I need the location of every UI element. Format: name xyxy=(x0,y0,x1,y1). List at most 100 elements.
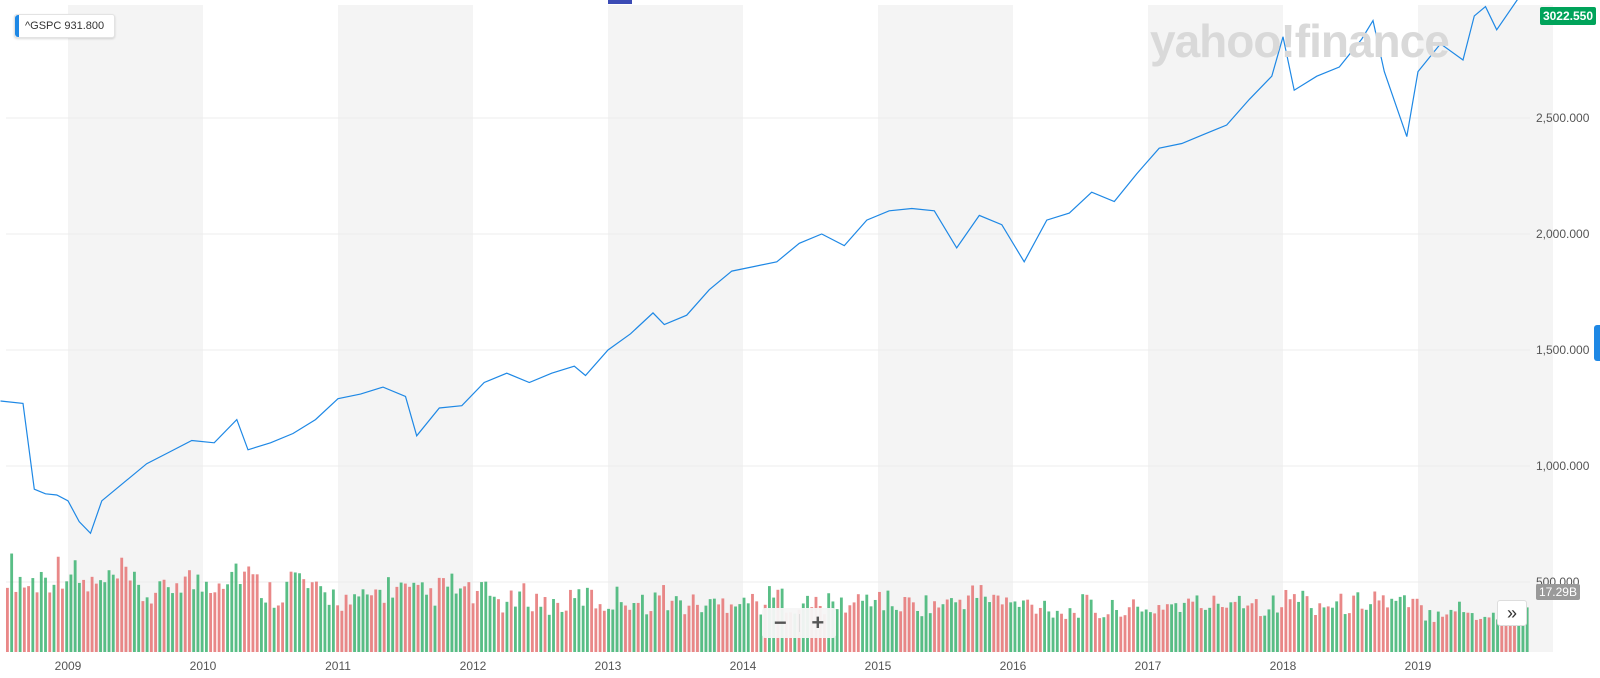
volume-bar xyxy=(899,611,903,652)
volume-bar xyxy=(1352,595,1356,652)
volume-bar xyxy=(18,576,22,652)
volume-bar xyxy=(996,595,1000,652)
volume-bar xyxy=(1525,607,1529,652)
volume-bar xyxy=(700,612,704,652)
volume-bar xyxy=(882,610,886,652)
volume-bar xyxy=(911,602,915,652)
x-tick-label: 2016 xyxy=(1000,659,1027,673)
x-tick-label: 2009 xyxy=(55,659,82,673)
volume-bar xyxy=(539,606,543,652)
volume-bar xyxy=(852,602,856,652)
series-legend-label: ^GSPC 931.800 xyxy=(25,20,105,32)
volume-bar xyxy=(488,595,492,652)
volume-bar xyxy=(1419,605,1423,652)
volume-bar xyxy=(1081,594,1085,652)
volume-bar xyxy=(865,594,869,652)
volume-bar xyxy=(1496,619,1499,652)
volume-bar xyxy=(1132,599,1135,652)
volume-bar xyxy=(1398,596,1402,652)
volume-bar xyxy=(1098,618,1102,652)
volume-bar xyxy=(158,581,162,652)
volume-bar xyxy=(1233,601,1237,652)
volume-bar xyxy=(213,592,217,652)
series-legend[interactable]: ^GSPC 931.800 xyxy=(14,14,116,38)
zoom-in-button[interactable]: + xyxy=(811,610,825,635)
volume-bar xyxy=(1174,603,1178,652)
volume-bar xyxy=(920,616,924,652)
volume-bar xyxy=(475,590,479,652)
volume-bar xyxy=(378,589,382,652)
x-tick-label: 2017 xyxy=(1135,659,1162,673)
volume-bar xyxy=(1204,609,1207,652)
volume-bar xyxy=(861,600,864,652)
volume-bar xyxy=(361,589,365,652)
volume-bar xyxy=(645,614,649,652)
zoom-controls: − + xyxy=(762,608,836,638)
volume-bar xyxy=(1377,600,1381,652)
volume-bar xyxy=(69,574,73,652)
volume-bar xyxy=(691,594,695,652)
volume-bar xyxy=(1271,595,1275,652)
volume-bar xyxy=(281,602,284,652)
year-band xyxy=(878,5,1013,652)
volume-bar xyxy=(679,600,682,652)
volume-bar xyxy=(141,601,145,652)
volume-bar xyxy=(255,574,259,652)
volume-bar xyxy=(1225,607,1229,652)
volume-bar xyxy=(10,553,14,652)
volume-bar xyxy=(1089,599,1093,652)
volume-bar xyxy=(1119,616,1123,652)
volume-bar xyxy=(1449,609,1453,652)
volume-bar xyxy=(340,610,344,652)
volume-bar xyxy=(1462,612,1466,652)
volume-bar xyxy=(183,576,187,652)
volume-bar xyxy=(86,591,90,652)
volume-bar xyxy=(39,571,43,652)
volume-bar xyxy=(581,605,585,652)
volume-bar xyxy=(585,587,589,652)
volume-bar xyxy=(298,573,301,652)
volume-bar xyxy=(988,602,991,652)
volume-bar xyxy=(653,592,657,652)
yahoo-finance-watermark: yahoo!finance xyxy=(1150,15,1450,67)
volume-bar xyxy=(467,582,471,652)
volume-bar xyxy=(1381,595,1385,652)
volume-bar xyxy=(116,578,119,652)
volume-bar xyxy=(22,587,26,652)
volume-bar xyxy=(755,601,759,652)
volume-bar xyxy=(179,592,183,652)
price-line[interactable] xyxy=(0,0,1520,535)
volume-bar xyxy=(1157,605,1161,652)
volume-bar xyxy=(492,596,496,652)
volume-bar xyxy=(556,602,560,652)
x-tick-label: 2010 xyxy=(190,659,217,673)
volume-bar xyxy=(712,598,716,652)
volume-bar xyxy=(450,573,454,652)
volume-bar xyxy=(1335,601,1339,652)
volume-bar xyxy=(928,613,932,652)
volume-bar xyxy=(954,602,958,652)
volume-bar xyxy=(1220,607,1224,652)
scroll-right-button[interactable]: » xyxy=(1497,600,1527,626)
zoom-out-button[interactable]: − xyxy=(773,610,787,635)
volume-bar xyxy=(1102,617,1106,652)
volume-bar xyxy=(6,587,9,652)
volume-bar xyxy=(1280,607,1284,652)
volume-bar xyxy=(611,609,615,652)
volume-bar xyxy=(886,590,890,652)
side-panel-tab[interactable] xyxy=(1594,325,1600,361)
volume-bar xyxy=(319,586,323,652)
x-tick-label: 2015 xyxy=(865,659,892,673)
volume-bar xyxy=(458,588,462,652)
volume-bar xyxy=(839,597,843,652)
volume-bar xyxy=(1085,594,1089,652)
volume-bar xyxy=(264,602,268,652)
volume-bar xyxy=(1047,611,1051,652)
range-tab-indicator[interactable] xyxy=(608,0,632,4)
volume-bar xyxy=(1064,618,1068,652)
volume-bar xyxy=(1191,601,1195,652)
volume-bar xyxy=(425,594,428,652)
volume-bar xyxy=(1479,618,1483,652)
volume-bar xyxy=(1487,617,1491,652)
